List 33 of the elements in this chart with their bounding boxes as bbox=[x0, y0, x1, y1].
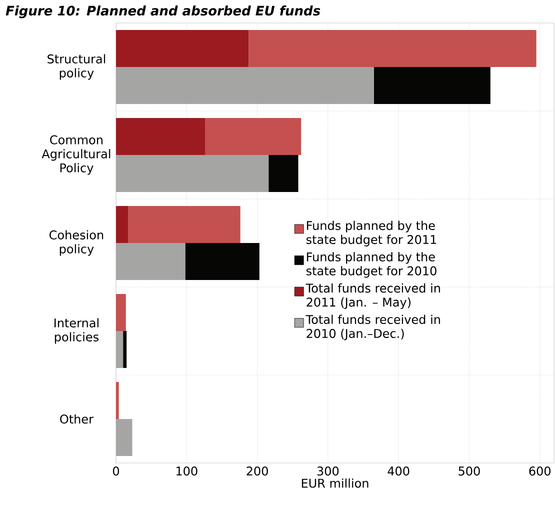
y-tick-label: Other bbox=[60, 414, 94, 424]
x-tick-label: 0 bbox=[112, 466, 120, 476]
legend-label: Total funds received in 2010 (Jan.–Dec.) bbox=[306, 314, 440, 340]
x-tick-label: 200 bbox=[246, 466, 268, 476]
bar bbox=[116, 118, 206, 155]
bar bbox=[116, 382, 119, 419]
y-tick-label: Structural policy bbox=[48, 54, 106, 80]
legend-label: Funds planned by the state budget for 2011 bbox=[306, 220, 436, 246]
chart-title: Figure 10: Planned and absorbed EU funds bbox=[6, 6, 320, 18]
y-tick-label: Common Agricultural Policy bbox=[42, 135, 110, 175]
x-tick-label: 500 bbox=[458, 466, 480, 476]
x-tick-label: 600 bbox=[529, 466, 551, 476]
legend-label: Total funds received in 2011 (Jan. – May) bbox=[306, 283, 440, 310]
bar bbox=[248, 30, 536, 67]
bar bbox=[116, 206, 128, 243]
y-tick-label: Internal policies bbox=[54, 318, 98, 344]
bar bbox=[123, 330, 127, 368]
bar bbox=[268, 154, 298, 192]
bar bbox=[116, 30, 249, 67]
x-tick-label: 100 bbox=[176, 466, 198, 476]
x-tick-label: 300 bbox=[317, 466, 339, 476]
legend-label: Funds planned by the state budget for 2010 bbox=[306, 252, 436, 278]
bar bbox=[205, 118, 302, 155]
bar bbox=[128, 206, 240, 243]
bar bbox=[116, 418, 132, 456]
x-axis-title: EUR million bbox=[302, 478, 368, 488]
bar bbox=[116, 242, 186, 280]
bar bbox=[374, 66, 490, 104]
x-tick-label: 400 bbox=[388, 466, 410, 476]
bar bbox=[185, 242, 260, 280]
bar bbox=[116, 330, 124, 368]
bar bbox=[116, 294, 126, 331]
y-tick-label: Cohesion policy bbox=[50, 230, 104, 256]
